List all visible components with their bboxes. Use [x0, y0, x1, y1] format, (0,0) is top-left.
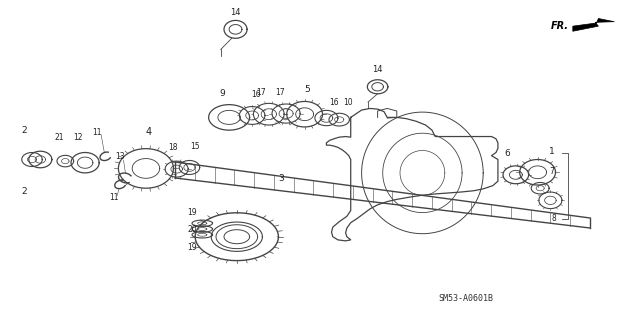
Text: 16: 16: [251, 90, 261, 99]
Text: 18: 18: [168, 143, 177, 152]
Text: 17: 17: [256, 88, 266, 97]
Text: 11: 11: [93, 128, 102, 137]
Text: 20: 20: [187, 225, 197, 234]
Text: 3: 3: [279, 174, 284, 183]
Text: 10: 10: [342, 98, 353, 107]
Text: 2: 2: [22, 187, 27, 196]
Text: 19: 19: [187, 243, 197, 252]
Text: 7: 7: [549, 167, 554, 176]
Text: 16: 16: [329, 98, 339, 107]
Text: SM53-A0601B: SM53-A0601B: [438, 294, 493, 303]
Text: 13: 13: [115, 152, 125, 161]
Text: 21: 21: [54, 133, 63, 142]
Text: 5: 5: [305, 85, 310, 94]
Text: FR.: FR.: [550, 21, 568, 31]
Text: 2: 2: [22, 126, 27, 135]
Text: 15: 15: [190, 142, 200, 151]
Text: 14: 14: [230, 8, 241, 17]
Text: 4: 4: [145, 127, 152, 137]
Text: 11: 11: [109, 193, 118, 202]
Polygon shape: [573, 19, 614, 31]
Text: 14: 14: [372, 65, 383, 74]
Text: 6: 6: [505, 149, 510, 158]
Text: 8: 8: [552, 214, 557, 223]
Text: 1: 1: [549, 147, 554, 156]
Text: 19: 19: [187, 208, 197, 217]
Text: 12: 12: [74, 133, 83, 142]
Text: 9: 9: [220, 89, 225, 98]
Text: 17: 17: [275, 88, 285, 97]
